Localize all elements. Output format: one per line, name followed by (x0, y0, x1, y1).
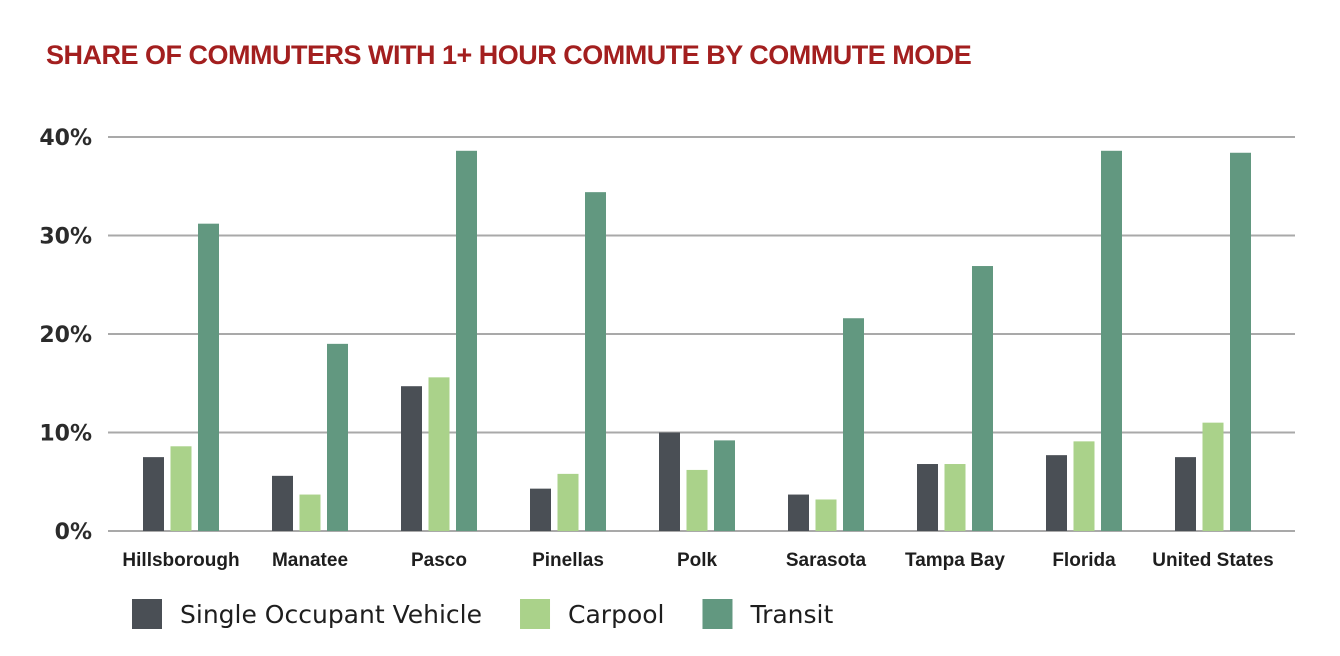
bar-transit (972, 266, 993, 531)
y-tick-label: 30% (39, 225, 92, 250)
bar-single-occupant-vehicle (1175, 457, 1196, 531)
bar-single-occupant-vehicle (1046, 455, 1067, 531)
y-tick-label: 40% (39, 126, 92, 151)
legend-swatch (520, 599, 551, 629)
bar-transit (843, 318, 864, 531)
x-tick-label: Pinellas (532, 550, 604, 571)
y-tick-label: 10% (39, 422, 92, 447)
bar-transit (714, 440, 735, 531)
bar-carpool (686, 469, 708, 531)
legend-swatch (132, 599, 162, 629)
x-tick-label: Manatee (272, 550, 348, 571)
chart-title: SHARE OF COMMUTERS WITH 1+ HOUR COMMUTE … (46, 40, 972, 70)
x-tick-label: Hillsborough (122, 550, 239, 571)
x-tick-label: Sarasota (786, 550, 867, 571)
bar-single-occupant-vehicle (143, 457, 164, 531)
bar-carpool (944, 464, 966, 531)
y-tick-label: 0% (55, 520, 92, 545)
bar-carpool (1073, 441, 1095, 531)
x-tick-label: Pasco (411, 550, 467, 571)
legend-label: Transit (749, 600, 833, 629)
bar-transit (1101, 150, 1122, 532)
y-tick-label: 20% (39, 323, 92, 348)
bar-carpool (1202, 422, 1224, 531)
bar-transit (456, 150, 477, 532)
bar-single-occupant-vehicle (530, 488, 551, 531)
bar-carpool (557, 473, 579, 531)
x-tick-label: Polk (677, 550, 718, 571)
bar-single-occupant-vehicle (272, 475, 293, 531)
bar-carpool (428, 377, 450, 531)
x-tick-label: Florida (1052, 550, 1116, 571)
bar-carpool (815, 499, 837, 531)
bar-single-occupant-vehicle (917, 464, 938, 531)
bar-carpool (170, 446, 192, 531)
bar-transit (585, 192, 606, 531)
bar-transit (1230, 152, 1251, 531)
bar-single-occupant-vehicle (659, 432, 680, 531)
x-tick-label: Tampa Bay (905, 550, 1005, 571)
bar-transit (198, 223, 219, 531)
bar-single-occupant-vehicle (401, 386, 422, 531)
bar-single-occupant-vehicle (788, 494, 809, 531)
legend-label: Carpool (568, 600, 664, 629)
legend-swatch (702, 599, 733, 629)
bar-transit (327, 343, 348, 531)
x-tick-label: United States (1152, 550, 1273, 571)
bar-carpool (299, 494, 321, 531)
legend-label: Single Occupant Vehicle (180, 600, 482, 629)
